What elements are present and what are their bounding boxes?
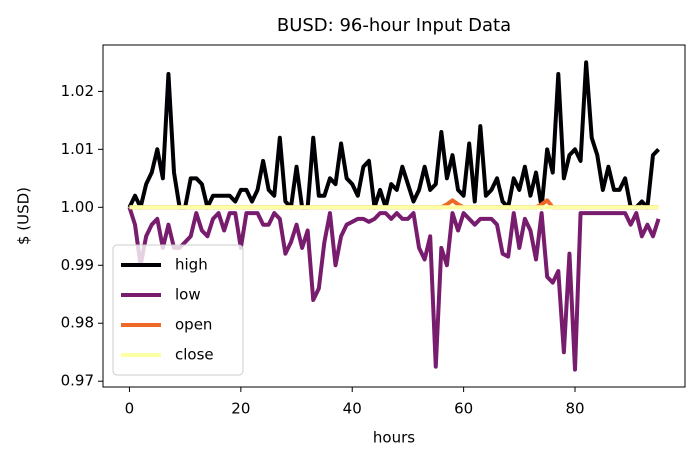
- x-tick-label: 0: [125, 400, 135, 418]
- x-tick-label: 80: [565, 400, 584, 418]
- chart-title: BUSD: 96-hour Input Data: [277, 15, 511, 36]
- legend-label: low: [175, 286, 201, 304]
- x-axis-label: hours: [373, 429, 415, 447]
- legend-label: high: [175, 256, 208, 274]
- y-tick-label: 1.00: [61, 198, 94, 216]
- line-series: [127, 206, 661, 372]
- y-tick-label: 1.02: [61, 82, 94, 100]
- legend-box: [112, 244, 244, 376]
- legend-label: open: [175, 316, 212, 334]
- x-tick-label: 40: [343, 400, 362, 418]
- x-tick-label: 20: [231, 400, 250, 418]
- line-series: [127, 60, 660, 210]
- y-tick-label: 0.97: [61, 372, 94, 390]
- legend-label: close: [175, 346, 214, 364]
- y-tick-label: 0.99: [61, 256, 94, 274]
- x-tick-label: 60: [454, 400, 473, 418]
- plot-frame: [102, 44, 686, 388]
- y-axis-label: $ (USD): [15, 187, 33, 245]
- y-tick-label: 1.01: [61, 140, 94, 158]
- y-tick-label: 0.98: [61, 314, 94, 332]
